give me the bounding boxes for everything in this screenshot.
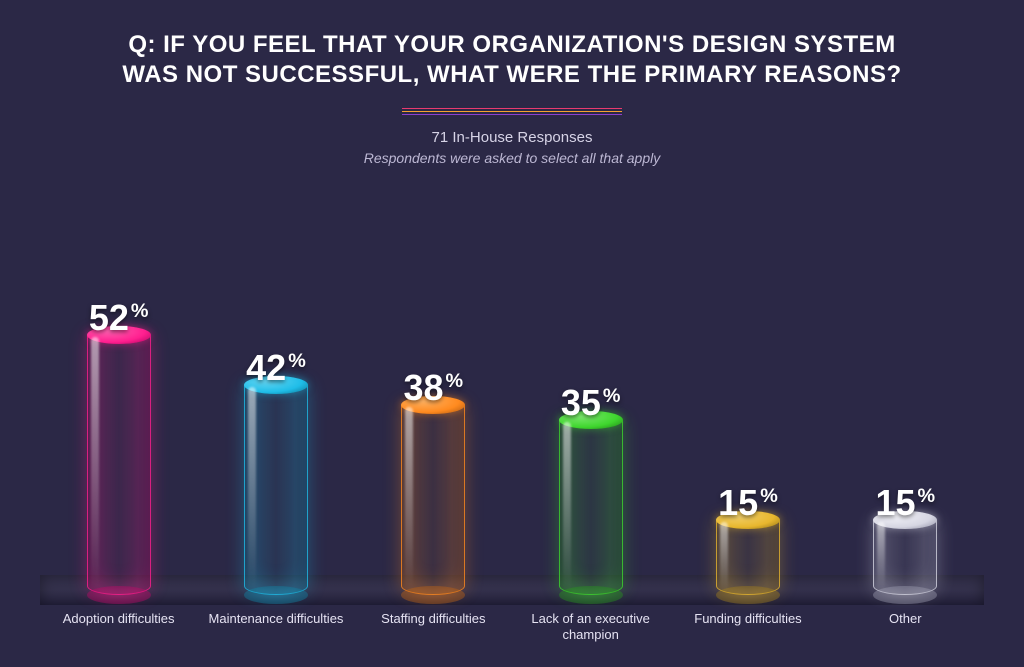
category-label: Lack of an executive champion [516, 605, 666, 647]
category-label: Funding difficulties [673, 605, 823, 647]
bar-value-label: 52% [89, 297, 149, 339]
subtitle-instruction: Respondents were asked to select all tha… [40, 150, 984, 166]
cylinder-highlight [563, 422, 571, 593]
category-label: Adoption difficulties [44, 605, 194, 647]
cylinder-highlight [91, 337, 99, 593]
bar-value-label: 35% [561, 382, 621, 424]
bar-slot: 15% [703, 482, 793, 595]
bar-cylinder [87, 335, 151, 595]
category-labels-row: Adoption difficultiesMaintenance difficu… [40, 605, 984, 647]
title-divider [402, 108, 622, 115]
divider-line-1 [402, 108, 622, 109]
bars-row: 52% 42% 38% 35% 15% 15% [40, 275, 984, 595]
bar-slot: 42% [231, 347, 321, 595]
bar-value-label: 38% [403, 367, 463, 409]
divider-line-3 [402, 114, 622, 115]
bar-cylinder [716, 520, 780, 595]
bar-cylinder [244, 385, 308, 595]
chart-area: 52% 42% 38% 35% 15% 15% Adoption difficulties… [40, 257, 984, 647]
subtitle-responses: 71 In-House Responses [40, 129, 984, 146]
divider-line-2 [402, 111, 622, 112]
bar-cylinder [401, 405, 465, 595]
bar-slot: 52% [74, 297, 164, 595]
cylinder-highlight [720, 522, 728, 593]
bar-value-label: 15% [875, 482, 935, 524]
category-label: Other [830, 605, 980, 647]
bar-value-label: 42% [246, 347, 306, 389]
bar-slot: 35% [546, 382, 636, 595]
bar-cylinder [559, 420, 623, 595]
chart-title: Q: IF YOU FEEL THAT YOUR ORGANIZATION'S … [102, 30, 922, 90]
infographic-page: Q: IF YOU FEEL THAT YOUR ORGANIZATION'S … [0, 0, 1024, 667]
bar-slot: 38% [388, 367, 478, 595]
cylinder-highlight [248, 387, 256, 593]
category-label: Staffing difficulties [358, 605, 508, 647]
cylinder-highlight [877, 522, 885, 593]
bar-cylinder [873, 520, 937, 595]
bar-value-label: 15% [718, 482, 778, 524]
bar-slot: 15% [860, 482, 950, 595]
cylinder-highlight [405, 407, 413, 593]
category-label: Maintenance difficulties [201, 605, 351, 647]
